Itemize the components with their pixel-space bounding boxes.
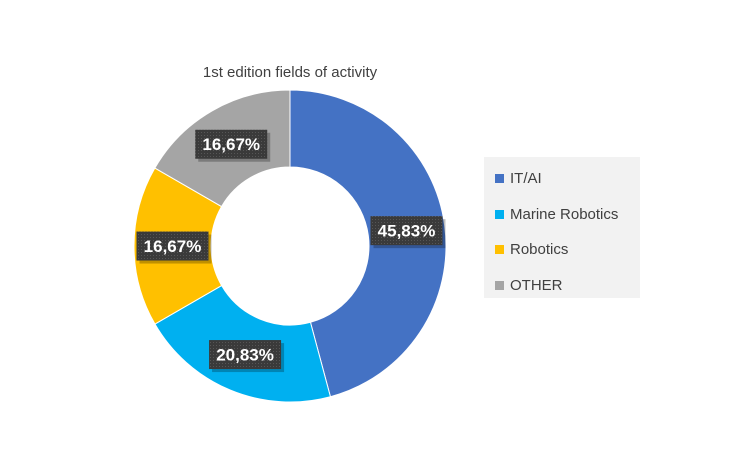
legend-item: Robotics bbox=[484, 232, 640, 268]
svg-text:16,67%: 16,67% bbox=[202, 135, 260, 154]
legend-item: IT/AI bbox=[484, 161, 640, 197]
donut-slice-it-ai bbox=[289, 89, 447, 398]
legend-label: Marine Robotics bbox=[510, 205, 619, 223]
data-label-other: 16,67% bbox=[195, 129, 271, 162]
legend-label: Robotics bbox=[510, 241, 569, 259]
legend-swatch bbox=[495, 245, 504, 255]
legend-item: OTHER bbox=[484, 268, 640, 304]
legend-label: IT/AI bbox=[510, 170, 542, 188]
svg-text:16,67%: 16,67% bbox=[144, 237, 202, 256]
chart-title: 1st edition fields of activity bbox=[202, 64, 378, 81]
legend: IT/AI Marine Robotics Robotics OTHER bbox=[484, 157, 640, 298]
legend-swatch bbox=[495, 209, 504, 219]
legend-swatch bbox=[495, 280, 504, 290]
svg-text:20,83%: 20,83% bbox=[216, 346, 274, 365]
data-label-robotics: 16,67% bbox=[136, 231, 212, 264]
legend-item: Marine Robotics bbox=[484, 197, 640, 233]
legend-swatch bbox=[495, 174, 504, 184]
legend-label: OTHER bbox=[510, 276, 563, 294]
data-label-marine-robotics: 20,83% bbox=[209, 340, 285, 373]
svg-text:45,83%: 45,83% bbox=[378, 222, 436, 241]
data-label-it-ai: 45,83% bbox=[370, 216, 446, 249]
